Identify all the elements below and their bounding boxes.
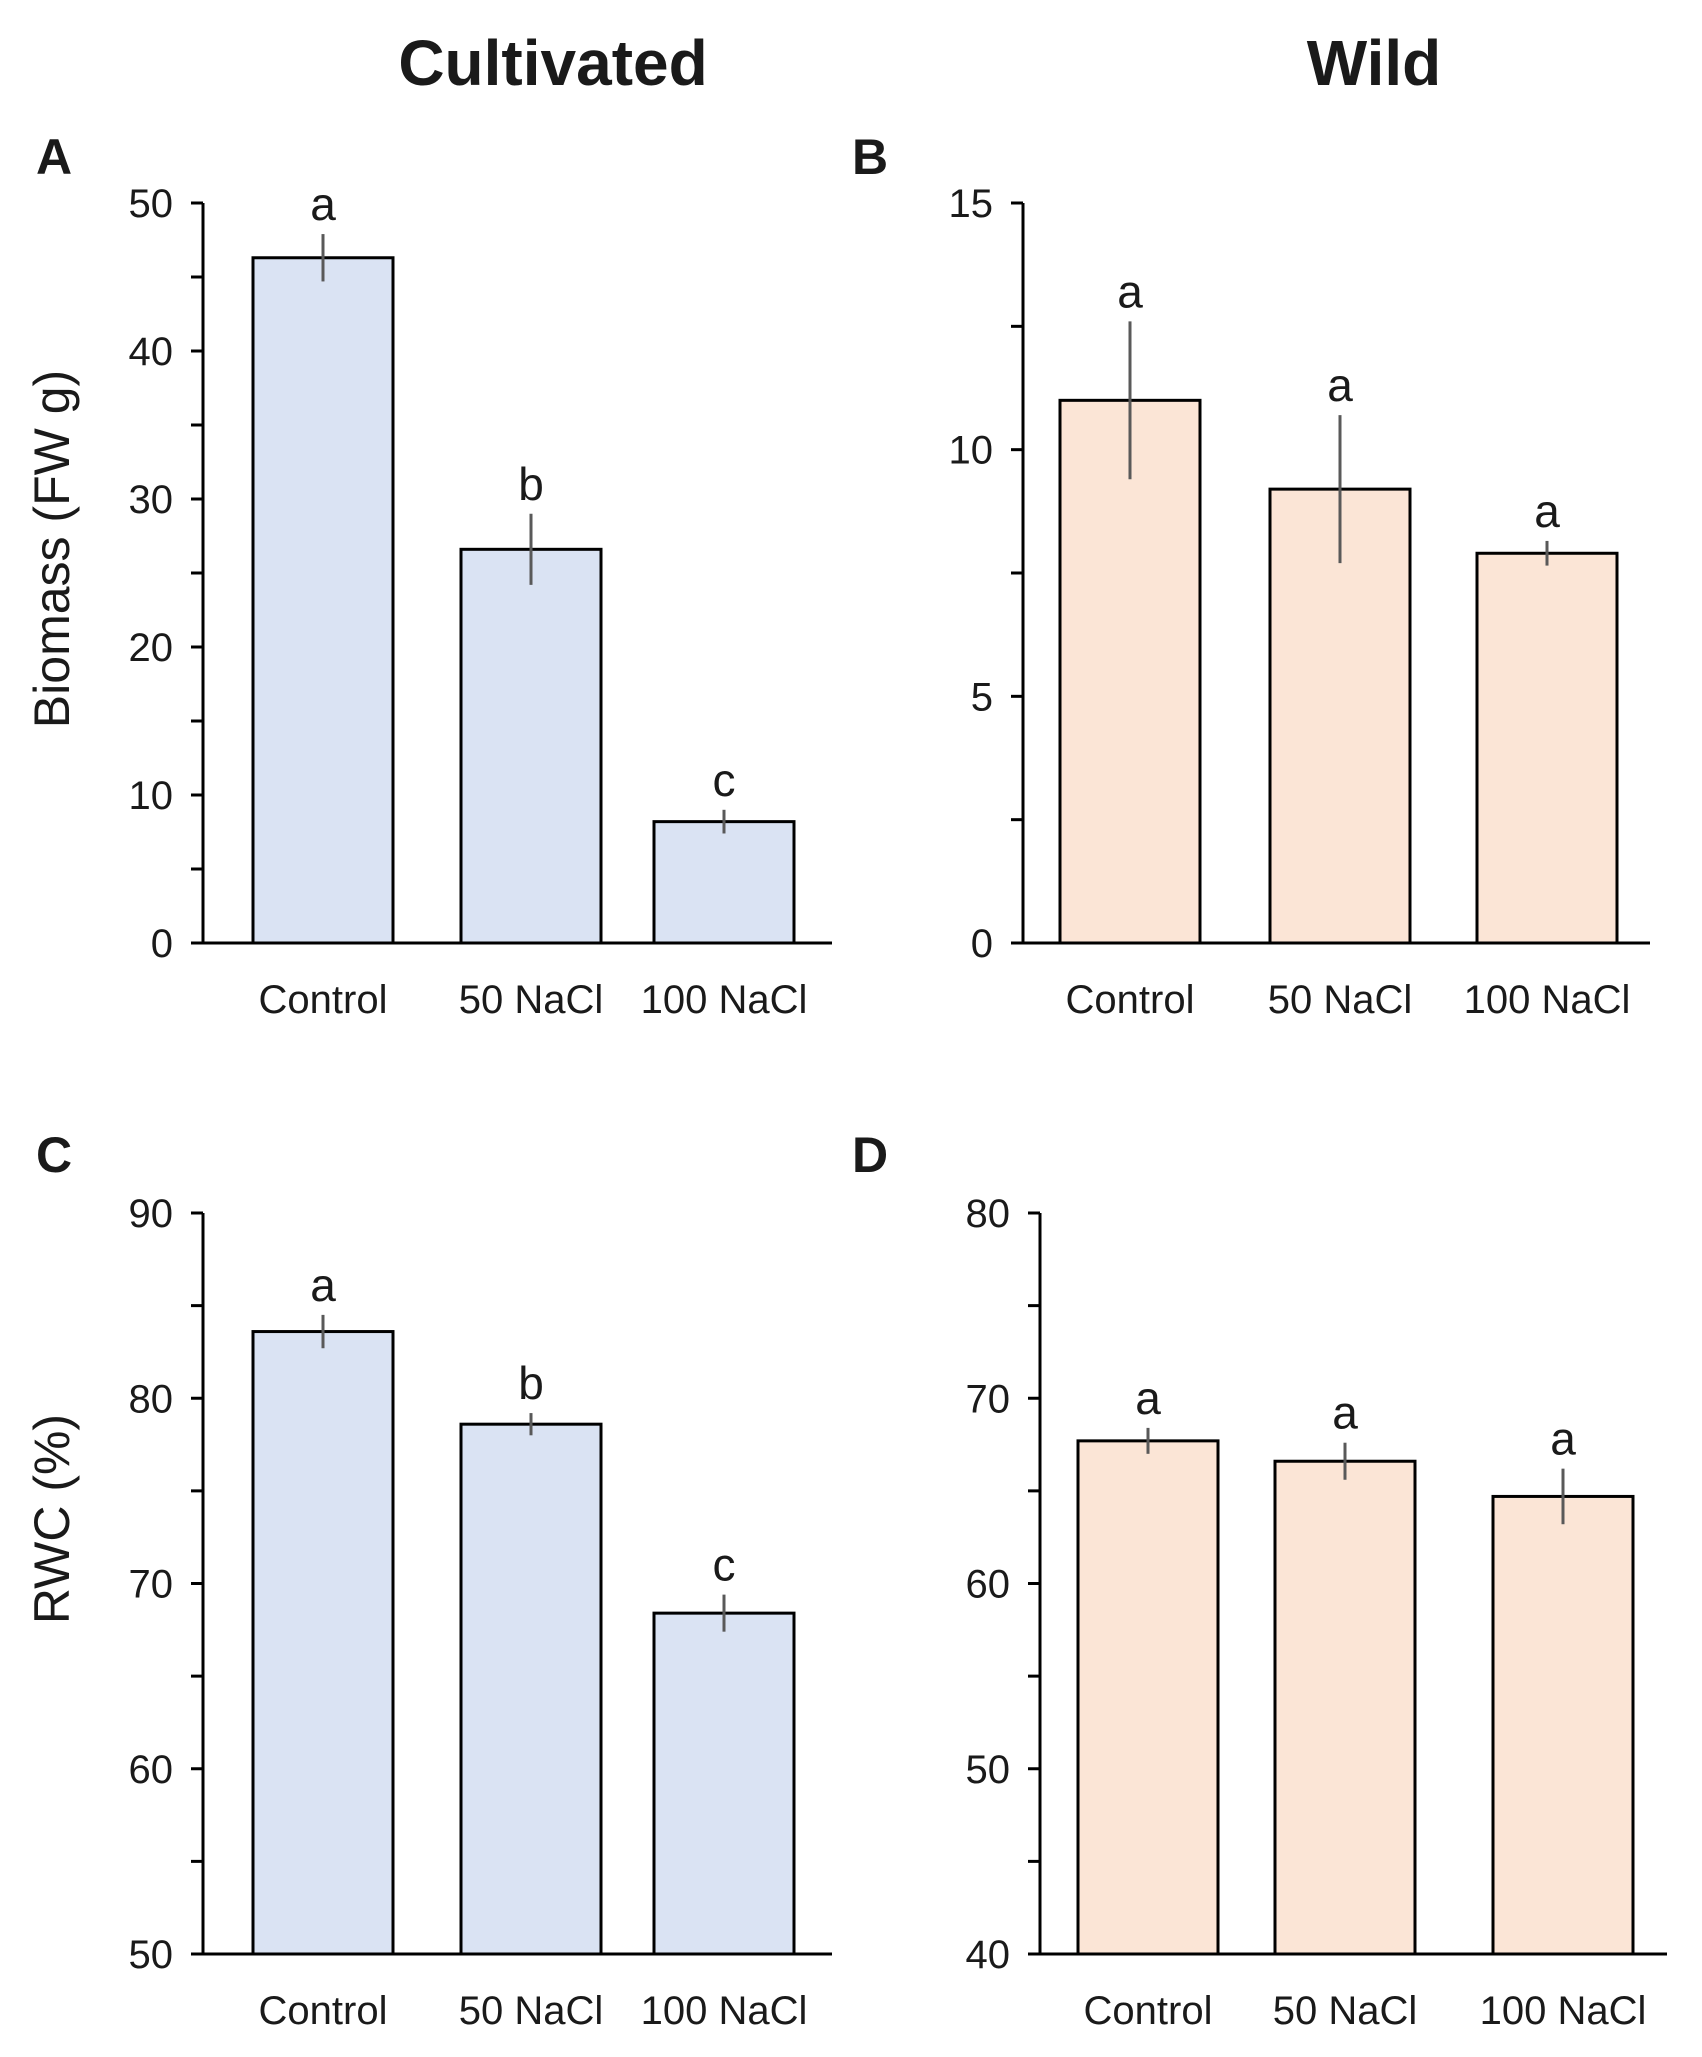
panel-c-bar-1	[459, 1422, 603, 1956]
panel-a-category-label-0: Control	[259, 978, 388, 1022]
panel-b-category-label-2: 100 NaCl	[1464, 978, 1631, 1022]
panel-b-y-tick-label: 15	[949, 182, 994, 226]
panel-d-y-tick-label: 40	[966, 1933, 1011, 1977]
panel-a-bar-1	[459, 547, 603, 945]
panel-c-y-tick-label: 80	[129, 1377, 174, 1421]
panel-d-category-label-2: 100 NaCl	[1480, 1989, 1647, 2033]
panel-c-category-label-2: 100 NaCl	[641, 1989, 808, 2033]
panel-letter-c: C	[36, 1127, 73, 1183]
panel-a-y-tick-label: 40	[129, 330, 174, 374]
panel-d-category-label-1: 50 NaCl	[1273, 1989, 1418, 2033]
panel-c-bar-0	[251, 1330, 395, 1956]
panel-b-significance-letter-1: a	[1327, 359, 1353, 411]
column-title-wild: Wild	[1306, 27, 1442, 99]
panel-d-significance-letter-1: a	[1332, 1387, 1358, 1439]
panel-c-category-label-1: 50 NaCl	[459, 1989, 604, 2033]
panel-c-y-tick-label: 90	[129, 1192, 174, 1236]
panel-d-y-tick-label: 80	[966, 1192, 1011, 1236]
panel-d-significance-letter-0: a	[1135, 1372, 1161, 1424]
panel-d-y-tick-label: 60	[966, 1563, 1011, 1607]
panel-b-y-tick-label: 5	[971, 675, 993, 719]
panel-a-category-label-1: 50 NaCl	[459, 978, 604, 1022]
panel-d-category-label-0: Control	[1084, 1989, 1213, 2033]
panel-a-y-tick-label: 20	[129, 626, 174, 670]
panel-letter-a: A	[36, 129, 73, 185]
panel-b-category-label-1: 50 NaCl	[1268, 978, 1413, 1022]
panel-c-y-tick-label: 50	[129, 1933, 174, 1977]
panel-d-significance-letter-2: a	[1550, 1413, 1576, 1465]
panel-d-bar-1	[1273, 1459, 1417, 1956]
panel-b-y-tick-label: 10	[949, 429, 994, 473]
panel-d-bar-2	[1491, 1494, 1635, 1956]
panel-a-significance-letter-1: b	[518, 458, 544, 510]
panel-a-bar-0	[251, 256, 395, 945]
panel-a-y-tick-label: 10	[129, 774, 174, 818]
panel-b-y-tick-label: 0	[971, 922, 993, 966]
panel-b-bar-0	[1058, 398, 1202, 945]
panel-a-y-tick-label: 50	[129, 182, 174, 226]
panel-a-y-tick-label: 30	[129, 478, 174, 522]
panel-b-significance-letter-2: a	[1534, 485, 1560, 537]
panel-a-significance-letter-0: a	[310, 178, 336, 230]
panel-c-category-label-0: Control	[259, 1989, 388, 2033]
panel-c-significance-letter-2: c	[713, 1539, 736, 1591]
column-title-cultivated: Cultivated	[398, 27, 708, 99]
panel-b-significance-letter-0: a	[1117, 265, 1143, 317]
panel-c-bar-2	[652, 1611, 796, 1956]
panel-letter-d: D	[852, 1127, 889, 1183]
panel-letter-b: B	[852, 129, 889, 185]
panel-a-category-label-2: 100 NaCl	[641, 978, 808, 1022]
panel-b-bar-2	[1475, 551, 1619, 945]
panel-c-y-tick-label: 70	[129, 1563, 174, 1607]
panel-b-category-label-0: Control	[1066, 978, 1195, 1022]
panel-c-significance-letter-0: a	[310, 1259, 336, 1311]
panel-a-significance-letter-2: c	[713, 754, 736, 806]
panel-d-y-tick-label: 70	[966, 1377, 1011, 1421]
panel-c-significance-letter-1: b	[518, 1357, 544, 1409]
panel-d-y-tick-label: 50	[966, 1748, 1011, 1792]
panel-a-y-tick-label: 0	[151, 922, 173, 966]
panel-d-bar-0	[1076, 1439, 1220, 1956]
panel-a-bar-2	[652, 820, 796, 945]
panel-c-y-tick-label: 60	[129, 1748, 174, 1792]
